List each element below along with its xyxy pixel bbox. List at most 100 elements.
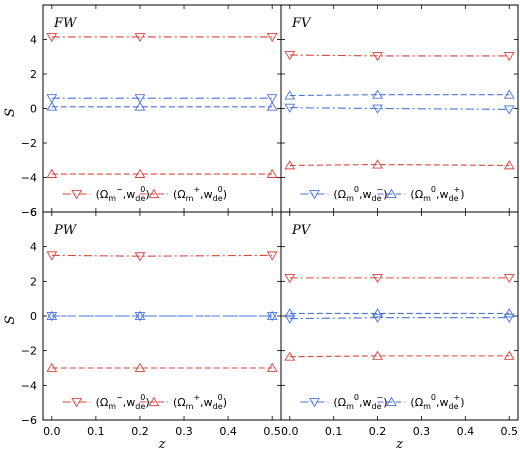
panel-frame <box>280 4 519 213</box>
data-point <box>266 94 278 104</box>
series-line <box>289 164 510 166</box>
panel-frame <box>280 211 519 421</box>
data-point <box>266 33 278 43</box>
x-tick-label: 0.1 <box>87 425 105 438</box>
y-tick-label: −4 <box>21 172 37 185</box>
legend-marker <box>309 190 320 200</box>
y-tick-label: 4 <box>30 241 37 254</box>
y-tick-label: 0 <box>30 310 37 323</box>
legend-label: (Ωm+,wde0) <box>173 185 227 203</box>
data-point <box>266 168 278 178</box>
panel-label: PW <box>53 223 78 238</box>
data-point <box>372 308 383 318</box>
x-tick-label: 0.3 <box>413 425 431 438</box>
series <box>284 51 515 62</box>
series-line <box>289 107 510 110</box>
x-tick-label: 0.3 <box>175 425 193 438</box>
series <box>284 313 515 324</box>
x-axis-label: z <box>395 437 403 450</box>
data-point <box>46 94 58 104</box>
series-line <box>51 254 273 257</box>
legend-item: (Ωm+,wde0) <box>139 185 227 203</box>
legend-item: (Ωm0,wde+) <box>377 185 465 203</box>
data-point <box>134 168 146 178</box>
data-point <box>284 273 296 284</box>
data-point <box>266 362 278 372</box>
data-point <box>284 90 296 100</box>
legend-marker <box>71 398 82 408</box>
series <box>284 103 515 115</box>
data-point <box>284 103 296 113</box>
y-tick-label: 2 <box>30 68 37 81</box>
data-point <box>284 308 296 318</box>
y-tick-label: 4 <box>30 34 37 47</box>
legend-label: (Ωm−,wde0) <box>96 393 150 411</box>
panel-label: FW <box>53 16 78 31</box>
data-point <box>134 362 146 372</box>
legend-marker <box>386 188 397 198</box>
data-point <box>134 310 146 320</box>
legend-marker <box>148 188 160 198</box>
y-tick-label: −4 <box>21 379 37 392</box>
x-tick-label: 0.5 <box>263 425 281 438</box>
data-point <box>134 33 146 43</box>
x-tick-label: 0.4 <box>457 425 475 438</box>
data-point <box>372 89 383 99</box>
legend-label: (Ωm0,wde−) <box>333 393 387 411</box>
data-point <box>503 308 515 318</box>
y-tick-label: 6 <box>30 206 37 219</box>
series-line <box>289 54 510 57</box>
data-point <box>372 350 383 360</box>
series <box>46 310 278 320</box>
y-tick-label: −6 <box>21 206 37 219</box>
panel-label: PV <box>291 223 312 238</box>
legend-marker <box>309 398 320 408</box>
y-axis-label: S <box>3 108 18 117</box>
data-point <box>46 101 58 111</box>
series <box>46 94 278 104</box>
series <box>46 362 278 372</box>
y-tick-label: 2 <box>30 275 37 288</box>
data-point <box>284 160 296 170</box>
data-point <box>503 89 515 99</box>
legend-label: (Ωm0,wde+) <box>410 185 464 203</box>
data-point <box>134 252 146 262</box>
x-axis-label: z <box>158 437 166 450</box>
series <box>284 308 515 318</box>
legend-item: (Ωm0,wde−) <box>300 393 387 411</box>
panel-fv: FV (Ωm0,wde−) (Ωm0,wde+) <box>280 4 519 213</box>
data-point <box>372 159 383 169</box>
legend-label: (Ωm−,wde0) <box>96 185 150 203</box>
panel-frame <box>42 4 282 213</box>
data-point <box>284 314 296 324</box>
series <box>284 350 515 361</box>
data-point <box>266 251 278 261</box>
data-point <box>503 160 515 170</box>
data-point <box>134 94 146 104</box>
x-tick-label: 0.2 <box>369 425 387 438</box>
data-point <box>266 101 278 111</box>
data-point <box>284 51 296 61</box>
x-tick-label: 0.1 <box>325 425 343 438</box>
series <box>46 168 278 178</box>
panel-pv: 0.0 0.1 0.2 0.3 0.4 0.5 z PV (Ωm0,wde−) (Ωm0,wde+… <box>280 211 519 450</box>
data-point <box>503 105 515 115</box>
series <box>284 89 515 100</box>
legend-item: (Ωm0,wde−) <box>300 185 387 203</box>
data-point <box>372 104 383 114</box>
legend-item: (Ωm−,wde0) <box>62 393 150 411</box>
legend-label: (Ωm+,wde0) <box>173 393 227 411</box>
series-line <box>289 355 510 358</box>
x-tick-label: 0.0 <box>43 425 61 438</box>
x-tick-label: 0.5 <box>500 425 518 438</box>
y-tick-label: −2 <box>21 137 37 150</box>
data-point <box>372 313 383 323</box>
series-line <box>289 317 510 320</box>
data-point <box>46 362 58 372</box>
y-axis-label: S <box>3 315 18 324</box>
legend-marker <box>386 396 397 406</box>
series-line <box>289 94 510 97</box>
data-point <box>46 310 58 320</box>
data-point <box>372 273 383 284</box>
